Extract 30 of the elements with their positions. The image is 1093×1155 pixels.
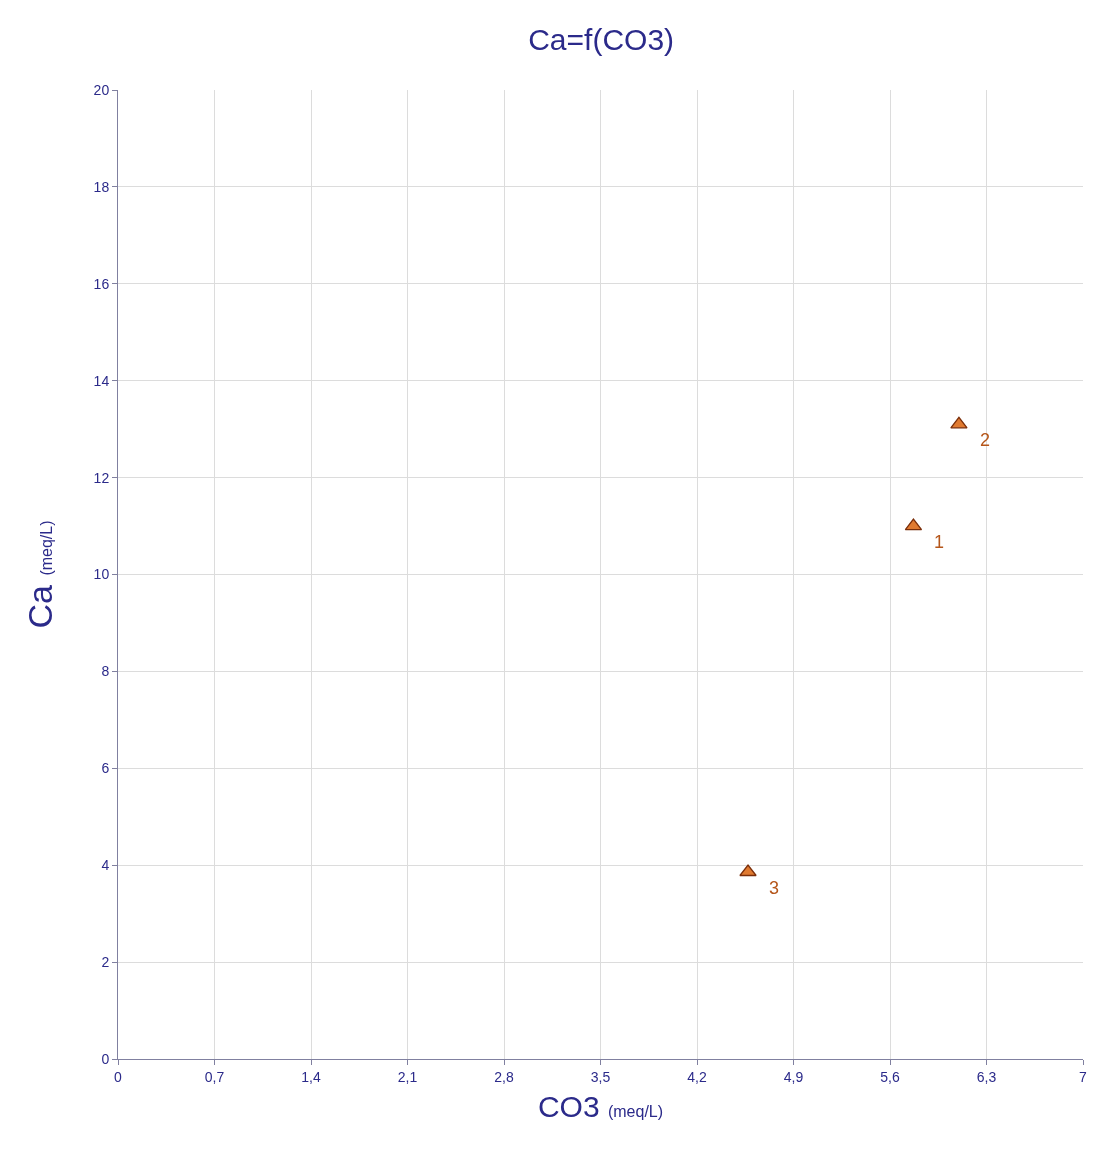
y-tick-label: 2 [101,954,110,970]
y-tick-label: 8 [101,663,110,680]
y-tick-label: 14 [93,372,110,389]
x-tick-label: 7 [1079,1068,1088,1085]
x-tick-label: 2,1 [397,1068,418,1085]
x-tick-label: 5,6 [880,1068,900,1085]
x-tick-label: 4,9 [783,1068,804,1085]
y-tick-label: 4 [101,857,110,874]
y-tick-label: 18 [93,178,110,195]
point [950,416,968,429]
x-tick-label: 2,8 [494,1068,514,1085]
x-tick-label: 0,7 [204,1068,225,1085]
y-tick-label: 0 [101,1050,110,1067]
x-tick-label: 3,5 [590,1068,611,1085]
y-tick-label: 16 [93,275,110,292]
y-tick-label: 20 [93,81,110,98]
x-tick-label: 1,4 [301,1068,321,1085]
y-tick-label: 12 [93,469,110,486]
x-tick-label: 6,3 [976,1068,997,1085]
chart-title: Ca=f(CO3) [528,22,675,56]
x-tick-label: 4,2 [687,1068,707,1085]
annotation: 3 [769,878,780,898]
annotation: 2 [980,430,991,450]
y-tick-label: 10 [93,566,110,583]
annotation: 1 [934,532,945,552]
x-axis-title: CO3 (meq/L) [537,1090,664,1124]
point [739,864,757,877]
y-axis-title: Ca (meq/L) [21,520,60,629]
y-tick-label: 6 [101,760,110,777]
x-tick-label: 0 [114,1068,123,1085]
